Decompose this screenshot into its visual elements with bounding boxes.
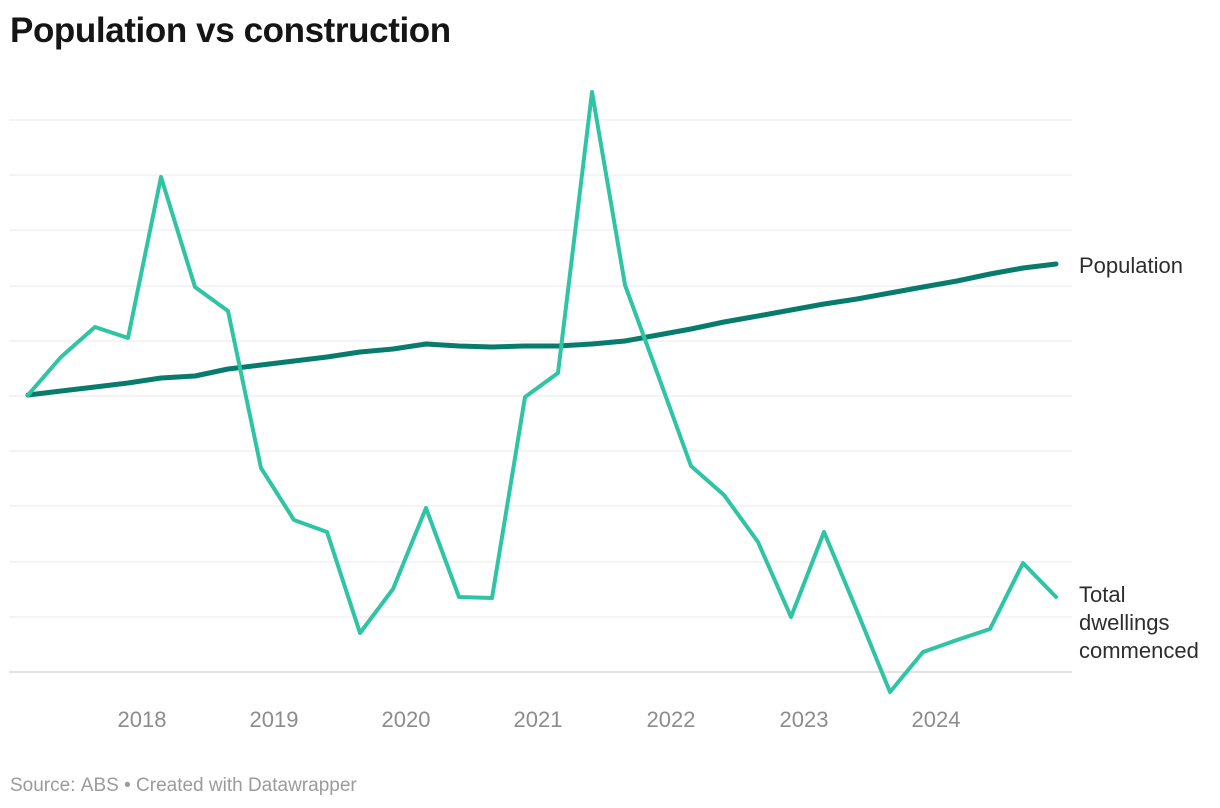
x-axis-tick-label: 2021 [514,707,563,732]
x-axis-tick-label: 2019 [250,707,299,732]
series-label-dwellings: Total dwellings commenced [1079,582,1199,663]
footer-separator: • [124,775,131,796]
source-label: Source: [10,775,76,796]
datawrapper-credit-link[interactable]: Created with Datawrapper [136,775,357,796]
x-axis-tick-label: 2024 [912,707,961,732]
series-line-population [25,261,1059,398]
series-line-dwellings [26,90,1058,694]
source-value: ABS [80,775,119,796]
x-axis-tick-label: 2018 [118,707,167,732]
chart-footer: Source: ABS • Created with Datawrapper [10,775,357,797]
x-axis-tick-label: 2020 [382,707,431,732]
chart-title: Population vs construction [10,11,451,50]
series-label-population: Population [1079,253,1183,278]
x-axis-tick-label: 2023 [780,707,829,732]
x-axis-tick-label: 2022 [647,707,696,732]
